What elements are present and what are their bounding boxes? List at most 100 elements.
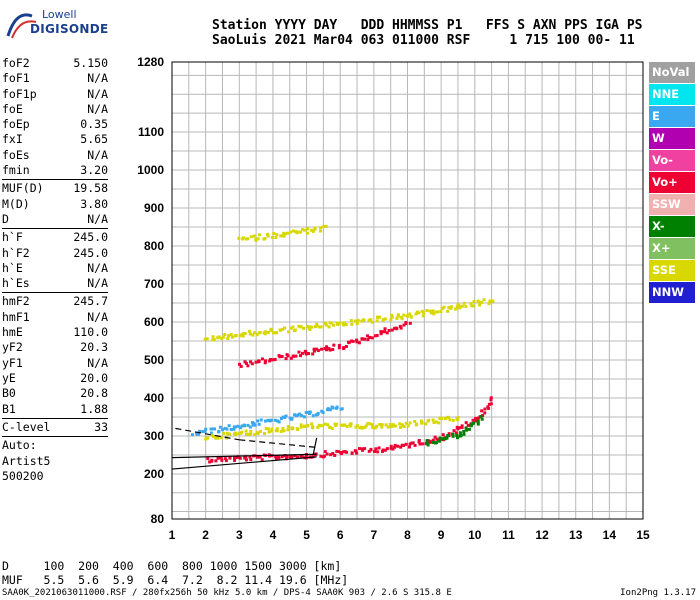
echo-pixel xyxy=(439,310,443,314)
logo-top-text: Lowell xyxy=(42,8,77,21)
echo-pixel xyxy=(459,433,463,437)
echo-pixel xyxy=(390,313,394,317)
echo-pixel xyxy=(460,424,464,428)
echo-pixel xyxy=(363,447,367,451)
param-value: 245.7 xyxy=(73,294,108,309)
echo-pixel xyxy=(431,438,435,442)
echo-pixel xyxy=(486,405,490,409)
echo-pixel xyxy=(383,317,387,321)
echo-pixel xyxy=(330,426,334,430)
echo-pixel xyxy=(310,325,314,329)
echo-pixel xyxy=(208,460,212,464)
echo-pixel xyxy=(273,418,277,422)
echo-pixel xyxy=(211,434,215,438)
param-group-confidence: C-level 33 xyxy=(2,420,108,435)
legend-item-w: W xyxy=(649,128,695,149)
param-row: M(D) 3.80 xyxy=(2,197,108,212)
echo-pixel xyxy=(222,431,226,435)
echo-pixel xyxy=(269,418,273,422)
echo-pixel xyxy=(221,335,225,339)
echo-pixel xyxy=(305,231,309,235)
echo-pixel xyxy=(235,455,239,459)
echo-pixel xyxy=(255,333,259,337)
echo-pixel xyxy=(233,458,237,462)
echo-pixel xyxy=(432,312,436,316)
echo-pixel xyxy=(252,234,256,238)
echo-pixel xyxy=(381,448,385,452)
param-name: foF1p xyxy=(2,86,37,101)
echo-pixel xyxy=(254,360,258,364)
echo-pixel xyxy=(289,326,293,330)
echo-pixel xyxy=(398,425,402,429)
echo-pixel xyxy=(462,301,466,305)
echo-pixel xyxy=(389,446,393,450)
echo-pixel xyxy=(343,423,347,427)
echo-pixel xyxy=(334,406,338,410)
echo-pixel xyxy=(355,424,359,428)
echo-pixel xyxy=(214,436,218,440)
echo-pixel xyxy=(476,299,480,303)
echo-pixel xyxy=(331,406,335,410)
echo-pixel xyxy=(203,337,207,341)
echo-pixel xyxy=(333,453,337,457)
echo-pixel xyxy=(246,364,250,368)
echo-pixel xyxy=(404,442,408,446)
echo-pixel xyxy=(476,416,480,420)
echo-pixel xyxy=(282,231,286,235)
param-row: yF2 20.3 xyxy=(2,340,108,355)
x-tick-label: 4 xyxy=(270,528,277,542)
echo-pixel xyxy=(349,339,353,343)
separator xyxy=(2,179,108,181)
echo-pixel xyxy=(294,414,298,418)
echo-pixel xyxy=(248,332,252,336)
echo-pixel xyxy=(251,423,255,427)
model-profile-dashed-line xyxy=(239,439,317,448)
param-value: 3.80 xyxy=(80,196,108,211)
echo-pixel xyxy=(354,425,358,429)
echo-pixel xyxy=(217,430,221,434)
echo-pixel xyxy=(210,459,214,463)
echo-pixel xyxy=(341,423,345,427)
echo-pixel xyxy=(390,328,394,332)
echo-pixel xyxy=(297,350,301,354)
echo-pixel xyxy=(209,431,213,435)
echo-pixel xyxy=(288,455,292,459)
echo-pixel xyxy=(375,319,379,323)
echo-pixel xyxy=(491,299,495,303)
echo-pixel xyxy=(310,422,314,426)
echo-pixel xyxy=(440,416,444,420)
param-value: 20.0 xyxy=(80,370,108,385)
echo-pixel xyxy=(263,332,267,336)
echo-pixel xyxy=(258,455,262,459)
echo-pixel xyxy=(266,427,270,431)
echo-pixel xyxy=(293,454,297,458)
echo-pixel xyxy=(332,343,336,347)
echo-pixel xyxy=(278,328,282,332)
legend-item-noval: NoVal xyxy=(649,62,695,83)
separator xyxy=(2,228,108,230)
echo-pixel xyxy=(438,416,442,420)
echo-pixel xyxy=(410,441,414,445)
x-tick-label: 9 xyxy=(438,528,445,542)
echo-pixel xyxy=(379,330,383,334)
echo-pixel xyxy=(424,422,428,426)
echo-pixel xyxy=(452,429,456,433)
echo-pixel xyxy=(257,359,261,363)
x-tick-label: 14 xyxy=(603,528,617,542)
echo-pixel xyxy=(281,426,285,430)
echo-pixel xyxy=(196,432,200,436)
echo-pixel xyxy=(190,433,194,437)
echo-pixel xyxy=(329,453,333,457)
echo-pixel xyxy=(366,338,370,342)
echo-pixel xyxy=(355,340,359,344)
param-value: N/A xyxy=(87,71,108,86)
echo-pixel xyxy=(431,418,435,422)
echo-pixel xyxy=(291,325,295,329)
y-tick-label: 600 xyxy=(144,315,164,329)
echo-pixel xyxy=(319,229,323,233)
y-tick-label: 1000 xyxy=(137,163,164,177)
x-tick-label: 3 xyxy=(236,528,243,542)
echo-pixel xyxy=(469,302,473,306)
echo-pixel xyxy=(447,306,451,310)
echo-pixel xyxy=(248,455,252,459)
